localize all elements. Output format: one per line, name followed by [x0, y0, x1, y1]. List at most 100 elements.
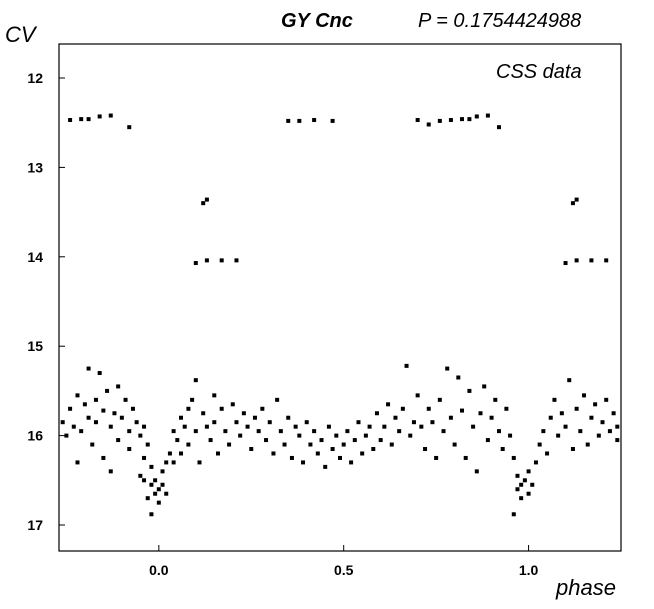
data-point [515, 487, 520, 492]
data-point [496, 125, 501, 130]
data-point [264, 438, 269, 443]
x-axis-label: phase [556, 575, 616, 600]
data-point [86, 117, 91, 122]
data-point [175, 438, 180, 443]
data-point [282, 442, 287, 447]
data-point [193, 261, 198, 266]
data-point [563, 424, 568, 429]
data-point [504, 406, 509, 411]
x-tick-label: 1.0 [519, 562, 539, 578]
data-point [297, 118, 302, 123]
data-point [249, 447, 254, 452]
data-point [441, 429, 446, 434]
data-point [138, 473, 143, 478]
data-point [60, 420, 65, 425]
data-point [167, 451, 172, 456]
data-point [234, 420, 239, 425]
data-point [607, 429, 612, 434]
data-point [82, 402, 87, 407]
data-point [204, 197, 209, 202]
data-point [341, 442, 346, 447]
data-point [515, 473, 520, 478]
data-point [467, 388, 472, 393]
data-point [452, 442, 457, 447]
data-point [149, 512, 154, 517]
data-point [145, 496, 150, 501]
data-point [338, 455, 342, 460]
data-point [160, 469, 165, 474]
data-point [286, 118, 291, 123]
data-point [153, 491, 158, 496]
data-point [434, 455, 439, 460]
data-point [419, 424, 424, 429]
data-point [304, 420, 309, 425]
data-point [482, 384, 487, 389]
data-point [127, 447, 132, 452]
data-point [578, 429, 583, 434]
data-point [460, 408, 465, 413]
data-point [179, 415, 184, 420]
y-axis-label: CV [5, 22, 36, 47]
data-point [241, 411, 246, 416]
data-point [596, 433, 601, 438]
data-point [604, 397, 609, 402]
data-point [297, 433, 302, 438]
y-tick-label: 13 [27, 159, 43, 175]
data-point [68, 118, 73, 123]
data-point [79, 117, 84, 122]
data-point [445, 366, 450, 371]
data-point [393, 415, 398, 420]
data-point [326, 424, 331, 429]
data-point [186, 442, 191, 447]
data-point [589, 415, 594, 420]
y-tick-label: 17 [27, 517, 43, 533]
data-point [426, 406, 431, 411]
data-point [123, 397, 128, 402]
data-point [537, 442, 542, 447]
data-point [193, 378, 198, 383]
data-point [374, 411, 379, 416]
data-point [589, 258, 594, 263]
data-point [93, 420, 98, 425]
data-point [600, 420, 605, 425]
data-point [511, 455, 516, 460]
data-point [156, 500, 161, 505]
data-point [97, 114, 102, 119]
data-point [363, 433, 368, 438]
data-point [215, 451, 220, 456]
data-point [386, 402, 391, 407]
data-point [522, 478, 527, 483]
y-tick-label: 14 [27, 249, 43, 265]
data-point [293, 424, 298, 429]
data-point [108, 424, 113, 429]
data-point [411, 420, 416, 425]
x-tick-label: 0.5 [334, 562, 354, 578]
data-point [164, 491, 169, 496]
data-point [186, 406, 191, 411]
data-point [142, 455, 147, 460]
data-point [208, 438, 213, 443]
data-point [201, 201, 206, 206]
plot-frame [58, 43, 622, 552]
data-point [142, 424, 147, 429]
data-point [212, 420, 217, 425]
data-point [559, 411, 564, 416]
data-point [526, 491, 531, 496]
data-point [611, 411, 616, 416]
data-point [153, 478, 158, 483]
data-point [478, 411, 483, 416]
data-point [105, 388, 110, 393]
data-point [563, 261, 568, 266]
y-tick-label: 12 [27, 70, 43, 86]
data-point [119, 415, 124, 420]
y-tick-label: 15 [27, 338, 43, 354]
data-point [75, 460, 80, 465]
data-point [378, 438, 383, 443]
data-point [371, 447, 376, 452]
data-point [574, 258, 579, 263]
data-point [145, 442, 150, 447]
data-point [582, 393, 587, 398]
chart-title-object: GY Cnc [281, 10, 353, 32]
data-point [570, 201, 575, 206]
data-point [352, 438, 357, 443]
